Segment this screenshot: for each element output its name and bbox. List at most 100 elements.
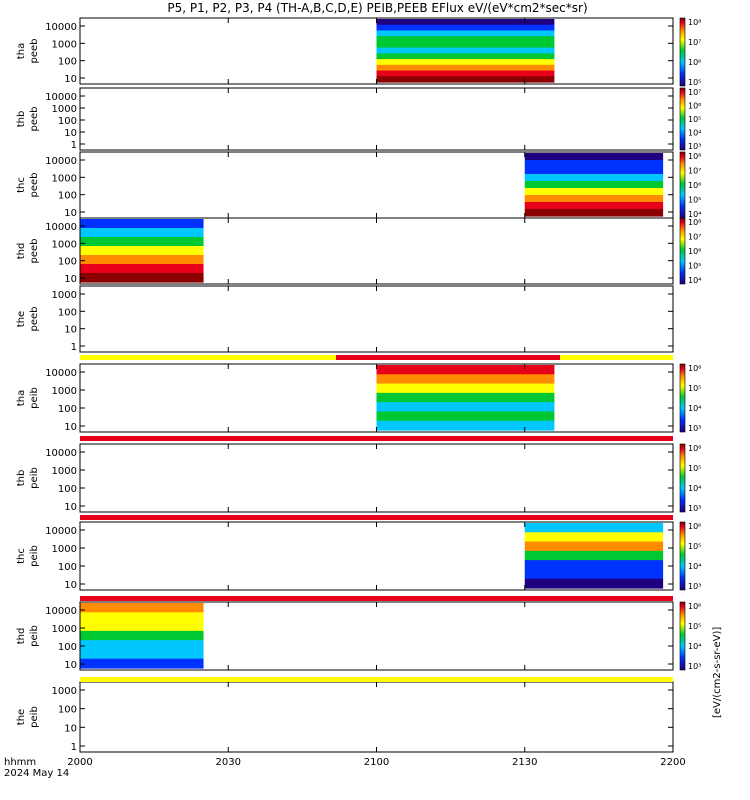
spectrogram-band — [376, 392, 555, 403]
panel-frame — [79, 443, 674, 513]
y-tick-label: 100 — [58, 191, 77, 202]
y-tick-label: 100 — [58, 307, 77, 318]
colorbar-tick-label: 10⁶ — [688, 364, 701, 373]
spectrogram-band — [524, 188, 664, 196]
colorbar-tick-label: 10⁶ — [688, 181, 701, 190]
panel-label-product: peib — [29, 467, 40, 489]
panel-label-product: peeb — [29, 107, 40, 132]
y-tick-label: 10000 — [45, 526, 77, 537]
y-tick-label: 10 — [64, 274, 77, 285]
panel-label-product: peeb — [29, 239, 40, 264]
spectrogram-band — [524, 523, 664, 533]
colorbar — [679, 521, 686, 591]
y-tick-label: 100 — [58, 705, 77, 716]
spectrogram-band — [524, 560, 664, 571]
colorbar-tick-label: 10³ — [688, 662, 701, 671]
colorbar-tick-label: 10⁴ — [688, 276, 701, 285]
colorbar-tick-label: 10⁶ — [688, 522, 701, 531]
spectrogram-band — [524, 174, 664, 182]
spectrogram-band — [524, 578, 664, 589]
panel-label-probe: tha — [16, 43, 27, 59]
panel-label-probe: thb — [16, 111, 27, 128]
spectrogram-band — [80, 630, 204, 641]
spectrogram-band — [80, 255, 204, 265]
spectrogram-band — [80, 237, 204, 247]
status-bar-segment — [336, 355, 560, 360]
panel-frame — [79, 285, 674, 353]
panel-label-group: thb peeb — [16, 107, 40, 132]
y-tick-label: 10 — [64, 660, 77, 671]
colorbar — [679, 151, 686, 219]
colorbar-tick-label: 10⁵ — [688, 384, 701, 393]
spectrogram-band — [80, 228, 204, 238]
y-tick-label: 10000 — [45, 92, 77, 103]
x-tick-label: 2100 — [364, 757, 389, 768]
spectrogram-band — [376, 365, 555, 375]
panel-label-group: thc peib — [16, 545, 40, 567]
spectrogram-band — [524, 202, 664, 210]
panel-label-probe: the — [16, 311, 27, 327]
colorbar — [679, 363, 686, 433]
spectrogram-band — [80, 612, 204, 623]
x-tick-label: 2130 — [512, 757, 537, 768]
y-tick-label: 10 — [64, 128, 77, 139]
panel-label-group: tha peeb — [16, 39, 40, 64]
panel-label-product: peib — [29, 545, 40, 567]
colorbar — [679, 443, 686, 513]
y-tick-label: 10 — [64, 325, 77, 336]
spectrogram-band — [524, 153, 664, 161]
spectrogram-band — [376, 59, 555, 66]
status-bar-segment — [560, 355, 673, 360]
panel-label-probe: thd — [16, 243, 27, 260]
colorbar-tick-label: 10⁵ — [688, 622, 701, 631]
panel-label-probe: thc — [16, 548, 27, 564]
spectrogram-band — [80, 640, 204, 651]
y-tick-label: 10 — [64, 422, 77, 433]
y-tick-label: 100 — [58, 404, 77, 415]
colorbar-tick-label: 10³ — [688, 504, 701, 513]
y-tick-label: 100 — [58, 642, 77, 653]
colorbar-tick-label: 10⁷ — [688, 88, 701, 97]
y-tick-label: 1000 — [52, 544, 77, 555]
spectrogram-band — [376, 420, 555, 431]
panel-label-product: peeb — [29, 39, 40, 64]
colorbar-tick-label: 10⁴ — [688, 562, 701, 571]
y-tick-label: 1000 — [52, 39, 77, 50]
spectrogram-band — [524, 532, 664, 543]
spectrogram-band — [80, 658, 204, 669]
spectrogram-band — [80, 621, 204, 632]
colorbar-tick-label: 10⁶ — [688, 444, 701, 453]
spectrogram-band — [524, 569, 664, 580]
colorbar-tick-label: 10⁷ — [688, 38, 701, 47]
y-tick-label: 10 — [64, 723, 77, 734]
panel-label-probe: the — [16, 709, 27, 725]
y-tick-label: 10 — [64, 208, 77, 219]
y-tick-label: 1000 — [52, 686, 77, 697]
colorbar-tick-label: 10⁶ — [688, 102, 701, 111]
panel-frame — [79, 87, 674, 151]
panel-label-probe: thb — [16, 470, 27, 487]
y-tick-label: 100 — [58, 484, 77, 495]
panel-label-product: peib — [29, 387, 40, 409]
y-tick-label: 1000 — [52, 466, 77, 477]
panel-label-group: thc peeb — [16, 173, 40, 198]
panel-label-product: peeb — [29, 307, 40, 332]
spectrogram-band — [524, 195, 664, 203]
colorbar — [679, 217, 686, 285]
spectrogram-band — [376, 402, 555, 413]
colorbar-tick-label: 10⁴ — [688, 642, 701, 651]
status-bar-segment — [80, 677, 673, 682]
y-tick-label: 10 — [64, 580, 77, 591]
colorbar-tick-label: 10⁵ — [688, 78, 701, 87]
spectrogram-band — [80, 649, 204, 660]
y-tick-label: 1 — [71, 140, 77, 151]
spectrogram-band — [376, 64, 555, 72]
y-tick-label: 10000 — [45, 368, 77, 379]
colorbar — [679, 87, 686, 151]
colorbar-tick-label: 10⁶ — [688, 247, 701, 256]
panel-label-probe: thd — [16, 628, 27, 645]
colorbar-tick-label: 10³ — [688, 582, 701, 591]
x-axis-label: hhmm — [4, 757, 36, 768]
spectrogram-band — [376, 19, 555, 26]
panel-label-product: peeb — [29, 173, 40, 198]
